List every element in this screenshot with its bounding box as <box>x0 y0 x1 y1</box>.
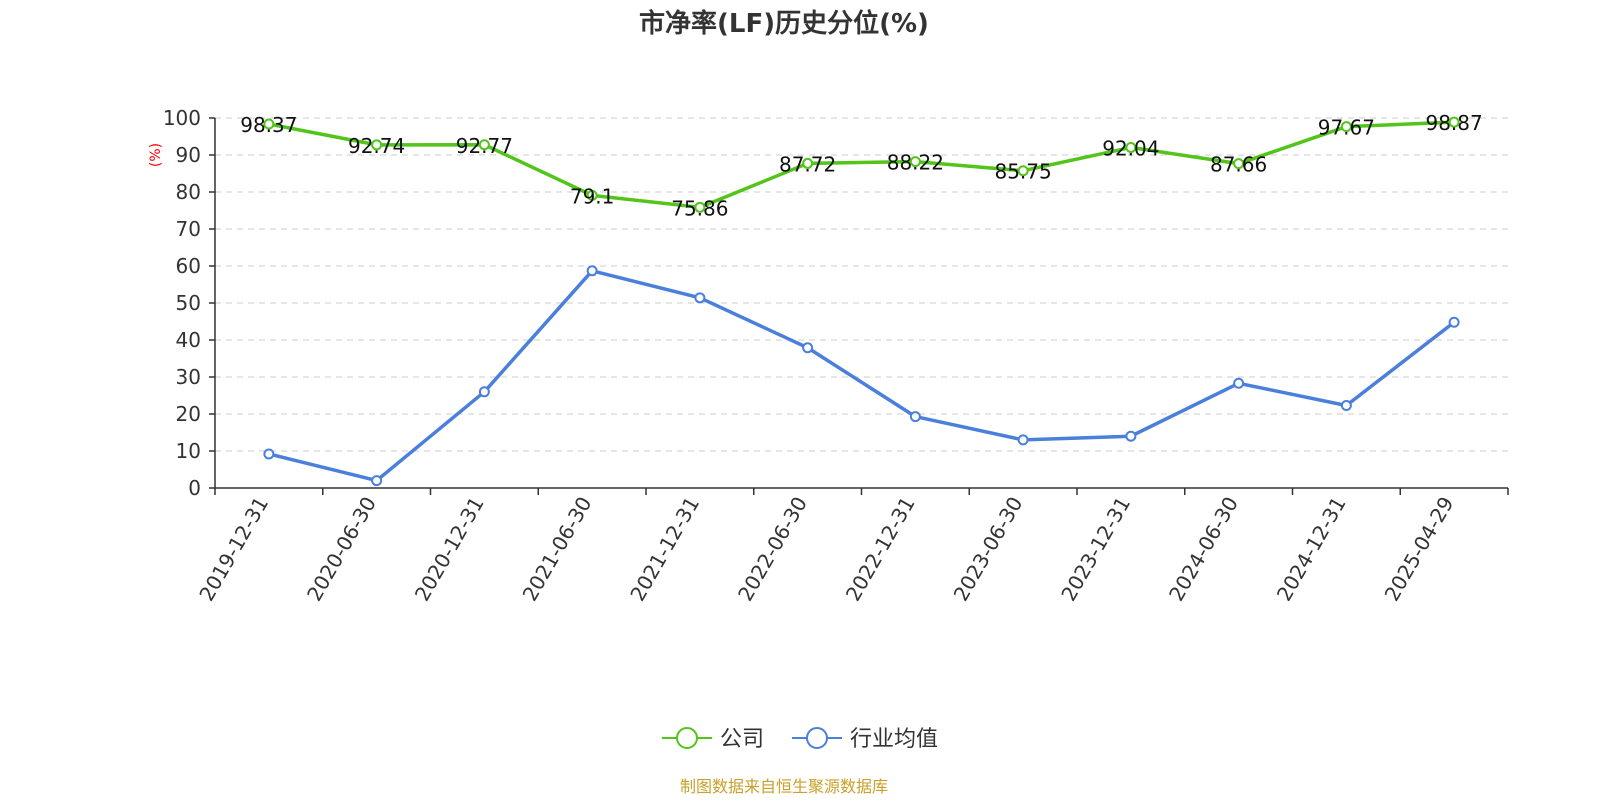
legend-marker-icon <box>676 727 698 749</box>
data-label: 92.74 <box>348 134 405 158</box>
x-tick-label: 2024-12-31 <box>1272 493 1351 606</box>
data-point[interactable] <box>802 342 814 354</box>
legend[interactable]: 公司 行业均值 <box>662 727 938 752</box>
x-tick-label: 2023-06-30 <box>949 493 1028 606</box>
x-tick-label: 2025-04-29 <box>1380 493 1459 606</box>
x-tick-label: 2020-12-31 <box>410 493 489 606</box>
y-tick-label: 20 <box>176 402 201 426</box>
data-point[interactable] <box>909 156 921 168</box>
data-point[interactable] <box>1125 430 1137 442</box>
legend-item[interactable]: 公司 <box>662 727 764 752</box>
x-tick-label: 2021-06-30 <box>518 493 597 606</box>
chart-title: 市净率(LF)历史分位(%) <box>639 8 929 39</box>
legend-marker-icon <box>806 727 828 749</box>
data-point[interactable] <box>586 265 598 277</box>
series-1 <box>263 116 1460 213</box>
data-label: 92.04 <box>1102 136 1159 160</box>
y-tick-label: 10 <box>176 439 201 463</box>
data-point[interactable] <box>694 292 706 304</box>
y-tick-label: 0 <box>188 476 201 500</box>
x-tick-label: 2024-06-30 <box>1164 493 1243 606</box>
data-point[interactable] <box>1233 158 1245 170</box>
x-tick-label: 2021-12-31 <box>625 493 704 606</box>
grid-lines <box>215 117 1508 452</box>
data-point[interactable] <box>263 118 275 130</box>
data-label: 88.22 <box>887 151 944 175</box>
data-label: 85.75 <box>994 160 1051 184</box>
legend-item[interactable]: 行业均值 <box>792 727 938 752</box>
data-point[interactable] <box>478 139 490 151</box>
data-point[interactable] <box>802 157 814 169</box>
legend-label: 公司 <box>720 727 764 752</box>
data-point[interactable] <box>371 475 383 487</box>
data-label: 98.87 <box>1425 111 1482 135</box>
y-tick-label: 40 <box>176 328 201 352</box>
data-point[interactable] <box>1017 434 1029 446</box>
legend-label: 行业均值 <box>850 727 938 752</box>
y-axis-label: (%) <box>148 143 164 167</box>
data-point[interactable] <box>909 411 921 423</box>
data-label: 97.67 <box>1318 116 1375 140</box>
data-point[interactable] <box>1340 399 1352 411</box>
data-point[interactable] <box>1448 316 1460 328</box>
x-tick-label: 2019-12-31 <box>194 493 273 606</box>
y-tick-label: 80 <box>176 180 201 204</box>
y-tick-label: 90 <box>176 143 201 167</box>
series-line <box>268 120 1455 210</box>
data-label: 79.1 <box>570 184 615 208</box>
x-tick-label: 2022-06-30 <box>733 493 812 606</box>
axes: 0 10 20 30 40 50 60 70 80 90 100 2019-12-31 2020-06-… <box>163 106 1509 606</box>
series-lines <box>263 116 1460 487</box>
data-label: 92.77 <box>456 134 513 158</box>
x-tick-label: 2022-12-31 <box>841 493 920 606</box>
source-note: 制图数据来自恒生聚源数据库 <box>680 777 888 796</box>
y-tick-label: 60 <box>176 254 201 278</box>
data-point[interactable] <box>1448 116 1460 128</box>
data-point[interactable] <box>1340 121 1352 133</box>
data-label: 87.66 <box>1210 153 1267 177</box>
data-labels: 98.37 92.74 92.77 79.1 75.86 87.72 88.22 85.75 9… <box>240 111 1483 220</box>
y-tick-label: 50 <box>176 291 201 315</box>
y-tick-label: 100 <box>163 106 201 130</box>
data-label: 75.86 <box>671 196 728 220</box>
x-tick-label: 2020-06-30 <box>302 493 381 606</box>
data-point[interactable] <box>1017 165 1029 177</box>
series-line <box>268 269 1456 483</box>
data-label: 87.72 <box>779 152 836 176</box>
y-tick-label: 30 <box>176 365 201 389</box>
data-point[interactable] <box>1125 141 1137 153</box>
data-label: 98.37 <box>240 113 297 137</box>
data-point[interactable] <box>694 201 706 213</box>
series-2 <box>263 265 1460 487</box>
data-point[interactable] <box>586 189 598 201</box>
x-tick-label: 2023-12-31 <box>1056 493 1135 606</box>
data-point[interactable] <box>1233 377 1245 389</box>
data-point[interactable] <box>478 386 490 398</box>
y-tick-label: 70 <box>176 217 201 241</box>
data-point[interactable] <box>371 139 383 151</box>
data-point[interactable] <box>263 448 275 460</box>
